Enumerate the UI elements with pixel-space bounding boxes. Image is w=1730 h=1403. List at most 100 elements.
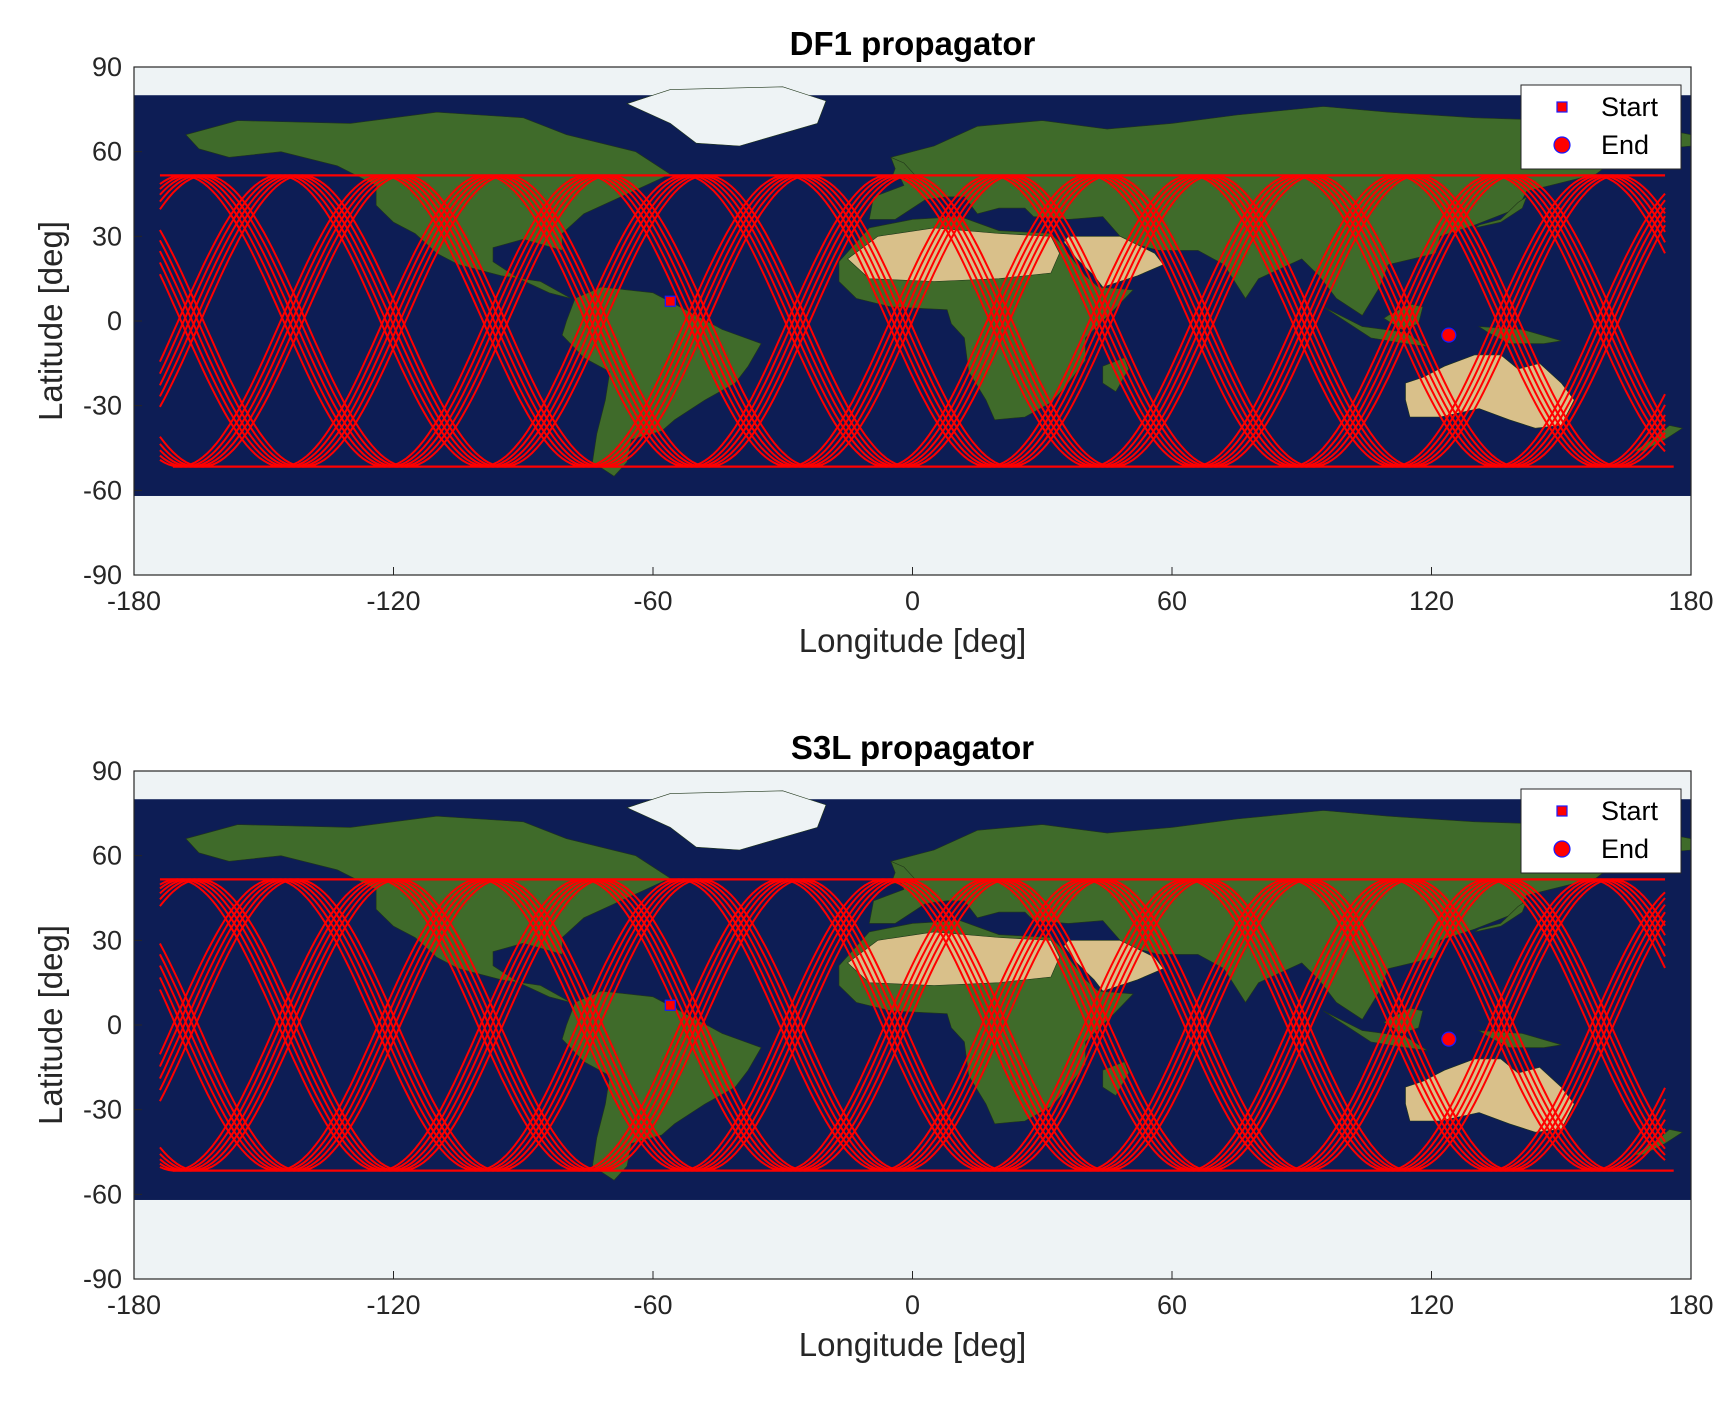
legend-box [1520,84,1682,170]
legend-label: End [1601,834,1649,864]
x-tick-label: 0 [905,586,920,616]
landmass-greenland [626,86,827,147]
ground-track [158,878,1674,1172]
ground-track-pass [159,878,1666,1172]
ground-track-pass [158,878,1666,1172]
arctic-ice [134,67,1691,96]
ground-track-pass [158,174,1666,468]
ground-track-pass [159,174,1666,468]
antarctica-ice [134,495,1691,575]
y-tick-label: 0 [107,1010,122,1040]
start-marker [664,999,676,1011]
ground-track-pass [159,878,1666,1172]
antarctica-ice [134,1199,1691,1279]
x-tick-label: -180 [107,1290,161,1320]
legend-label: Start [1601,92,1659,122]
ground-track [158,174,1674,468]
y-tick-label: -90 [83,1264,122,1294]
map-panel-s3l: S3L propagator -180 -120 -60 0 60 120 180 90 60 30… [32,729,1714,1363]
ground-track-pass [159,174,1666,468]
start-marker [664,295,676,307]
x-tick-labels: -180 -120 -60 0 60 120 180 [107,1271,1714,1320]
y-tick-label: 30 [92,221,122,251]
ground-track-pass [159,878,1666,1172]
ground-track-pass [159,878,1666,1172]
ground-track-pass [159,174,1666,468]
ground-track-pass [159,174,1666,468]
y-tick-label: 90 [92,756,122,786]
x-axis-label: Longitude [deg] [799,1326,1027,1363]
x-tick-label: 120 [1409,1290,1454,1320]
ground-track-pass [159,878,1666,1172]
map-panel-df1: DF1 propagator -180 -120 -60 0 60 120 180 90 60 30… [32,25,1714,659]
landmass-sahara [847,227,1060,282]
x-tick-label: 60 [1157,586,1187,616]
ground-track-pass [159,878,1666,1172]
legend-box [1520,788,1682,874]
y-axis-label: Latitude [deg] [32,925,69,1125]
ground-track-pass [159,878,1666,1172]
y-tick-labels: 90 60 30 0 -30 -60 -90 [83,52,142,590]
legend: Start End [1520,84,1682,170]
y-tick-label: 90 [92,52,122,82]
y-tick-label: 60 [92,137,122,167]
y-tick-labels: 90 60 30 0 -30 -60 -90 [83,756,142,1294]
x-tick-label: 60 [1157,1290,1187,1320]
arctic-ice [134,771,1691,800]
y-tick-label: -60 [83,1179,122,1209]
end-marker [1441,1031,1457,1047]
x-axis-label: Longitude [deg] [799,622,1027,659]
x-tick-label: 180 [1668,1290,1713,1320]
ground-track-pass [159,174,1666,468]
x-tick-label: -120 [366,1290,420,1320]
landmass-north-america [185,111,671,299]
legend-marker-start [1556,805,1568,817]
ground-track-pass [158,878,1666,1172]
y-tick-label: 60 [92,841,122,871]
legend-marker-end [1553,840,1571,858]
y-axis-label: Latitude [deg] [32,221,69,421]
legend-label: Start [1601,796,1659,826]
y-tick-label: 30 [92,925,122,955]
y-tick-label: -90 [83,560,122,590]
x-tick-label: -60 [633,586,672,616]
ground-track-pass [158,878,1666,1172]
ground-track-pass [158,878,1666,1172]
y-tick-label: -30 [83,1095,122,1125]
x-tick-label: -60 [633,1290,672,1320]
ground-track-pass [159,878,1666,1172]
ground-track-pass [158,878,1666,1172]
x-tick-label: -180 [107,586,161,616]
legend-marker-start [1556,101,1568,113]
panel-title: DF1 propagator [790,25,1036,62]
landmass-japan [1474,900,1528,933]
legend: Start End [1520,788,1682,874]
landmass-greenland [626,790,827,851]
legend-label: End [1601,130,1649,160]
ground-track-pass [159,174,1666,468]
y-tick-label: -60 [83,475,122,505]
ground-track-pass [158,174,1666,468]
x-tick-label: 180 [1668,586,1713,616]
landmass-europe-asia [868,106,1691,316]
y-tick-label: -30 [83,391,122,421]
ground-track-pass [158,878,1666,1172]
landmass-japan [1474,196,1528,229]
ground-track-pass [159,878,1666,1172]
x-tick-label: -120 [366,586,420,616]
landmass-europe-asia [868,810,1691,1020]
panel-title: S3L propagator [791,729,1034,766]
ground-track-pass [158,174,1666,468]
x-tick-labels: -180 -120 -60 0 60 120 180 [107,567,1714,616]
x-tick-label: 120 [1409,586,1454,616]
ground-track-pass [159,174,1666,468]
y-tick-label: 0 [107,306,122,336]
ground-track-pass [159,878,1666,1172]
end-marker [1441,327,1457,343]
world-map-background [134,771,1691,1279]
ground-track-pass [158,174,1666,468]
legend-marker-end [1553,136,1571,154]
ground-track-pass [159,174,1666,468]
x-tick-label: 0 [905,1290,920,1320]
